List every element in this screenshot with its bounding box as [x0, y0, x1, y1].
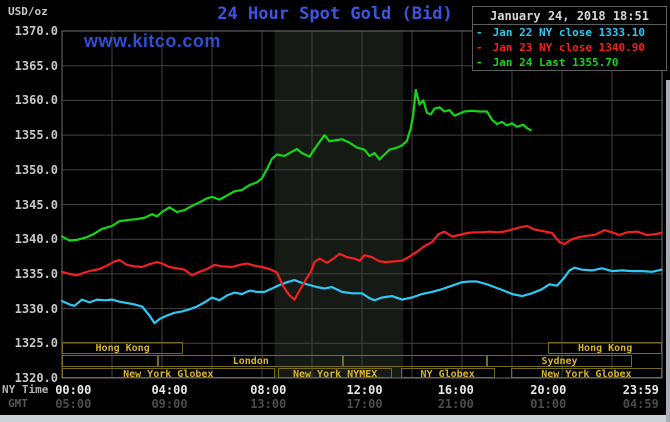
y-axis-tick-label: 1320.0 [14, 371, 58, 385]
session-box-sydney: Sydney [487, 355, 632, 367]
y-axis-tick-label: 1325.0 [14, 336, 58, 351]
x-axis-gmt-label: 17:00 [346, 397, 383, 411]
legend-item-label: Jan 24 Last 1355.70 [486, 56, 619, 69]
x-axis-ny-time-label: 12:00 [346, 383, 383, 397]
y-axis-tick-label: 1345.0 [14, 197, 58, 212]
y-axis-unit-label: USD/oz [8, 5, 48, 18]
legend-item-label: Jan 23 NY close 1340.90 [486, 41, 645, 54]
session-box-new-york-globex: New York Globex [510, 368, 662, 378]
x-axis-gmt-label: 21:00 [437, 397, 474, 411]
y-axis-tick-label: 1365.0 [14, 58, 58, 73]
session-box-hong-kong: Hong Kong [62, 342, 184, 354]
session-box-unlabeled [62, 355, 159, 367]
legend-item-jan22: - Jan 22 NY close 1333.10 [473, 25, 666, 40]
gmt-axis-label: GMT [8, 397, 28, 410]
series-line-jan-24 [60, 88, 532, 242]
legend-dash-icon: - [476, 41, 483, 54]
y-axis-tick-label: 1360.0 [14, 93, 58, 108]
bottom-border-strip [0, 415, 670, 422]
x-axis-gmt-label: 09:00 [151, 397, 188, 411]
x-axis-gmt-label: 04:59 [622, 397, 659, 411]
kitco-watermark: www.kitco.com [84, 31, 221, 51]
right-border-strip [666, 80, 670, 422]
ny-time-axis-label: NY Time [2, 383, 49, 396]
x-axis-gmt-label: 13:00 [250, 397, 287, 411]
legend-item-jan24: - Jan 24 Last 1355.70 [473, 55, 666, 70]
session-box-unlabeled [343, 355, 487, 367]
x-axis-ny-time-label: 04:00 [151, 383, 188, 397]
session-box-new-york-nymex: New York NYMEX [278, 368, 392, 378]
y-axis-tick-label: 1370.0 [14, 24, 58, 38]
series-line-jan-23 [60, 224, 663, 301]
x-axis-ny-time-label: 23:59 [622, 383, 659, 397]
session-box-ny-globex: NY Globex [400, 368, 495, 378]
chart-datetime: January 24, 2018 18:51 [473, 7, 666, 25]
series-line-jan-22 [60, 266, 663, 325]
plot-border [61, 30, 663, 379]
legend-dash-icon: - [476, 26, 483, 39]
x-axis-ny-time-label: 08:00 [250, 383, 287, 397]
legend-item-label: Jan 22 NY close 1333.10 [486, 26, 645, 39]
session-box-london: London [158, 355, 344, 367]
x-axis-ny-time-label: 00:00 [55, 383, 92, 397]
legend: January 24, 2018 18:51 - Jan 22 NY close… [472, 6, 667, 71]
y-axis-tick-label: 1340.0 [14, 232, 58, 247]
page-title: 24 Hour Spot Gold (Bid) [217, 4, 453, 24]
y-axis-tick-label: 1335.0 [14, 266, 58, 281]
y-axis-tick-label: 1355.0 [14, 128, 58, 143]
x-axis-ny-time-label: 20:00 [530, 383, 567, 397]
session-box-new-york-globex: New York Globex [62, 368, 275, 378]
x-axis-gmt-label: 01:00 [530, 397, 567, 411]
legend-dash-icon: - [476, 56, 483, 69]
y-axis-tick-label: 1350.0 [14, 162, 58, 177]
y-axis-tick-label: 1330.0 [14, 301, 58, 316]
legend-item-jan23: - Jan 23 NY close 1340.90 [473, 40, 666, 55]
session-box-hong-kong: Hong Kong [548, 342, 662, 354]
x-axis-gmt-label: 05:00 [55, 397, 92, 411]
x-axis-ny-time-label: 16:00 [437, 383, 474, 397]
